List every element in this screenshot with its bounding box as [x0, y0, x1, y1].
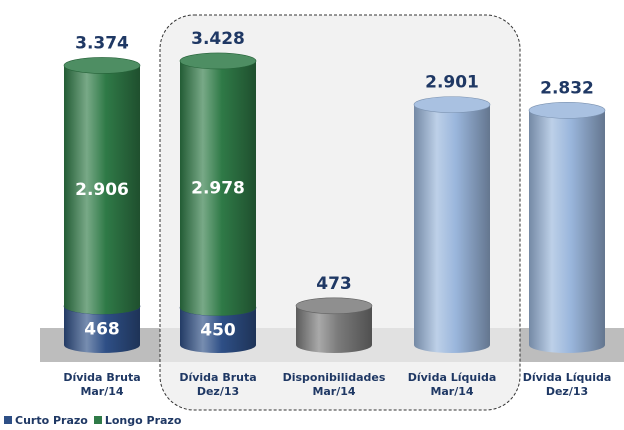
legend-swatch — [4, 416, 12, 424]
cylinder-bar — [63, 57, 141, 315]
cylinder-body — [180, 60, 256, 308]
cylinder-bar — [528, 102, 606, 353]
cylinder-top — [295, 297, 373, 315]
total-label: 3.428 — [191, 29, 245, 49]
cylinder-bar — [295, 297, 373, 353]
x-tick-label: Dívida Bruta Mar/14 — [63, 371, 141, 398]
value-label: 2.906 — [75, 180, 129, 200]
x-tick-label: Disponibilidades Mar/14 — [282, 371, 386, 398]
legend-item: Longo Prazo — [93, 414, 182, 427]
value-label: 468 — [84, 320, 120, 340]
cylinder-top — [179, 52, 257, 70]
cylinder-bar — [413, 96, 491, 353]
legend-label: Curto Prazo — [15, 414, 88, 427]
cylinder-body — [64, 65, 140, 307]
cylinder-body — [414, 104, 490, 345]
cylinder-top — [63, 57, 141, 74]
cylinder-top — [528, 102, 606, 119]
value-label: 2.832 — [540, 78, 594, 98]
cylinder-body — [529, 110, 605, 345]
value-label: 473 — [316, 274, 352, 294]
legend: Curto Prazo Longo Prazo — [4, 414, 181, 427]
value-label: 450 — [200, 320, 236, 340]
x-tick-label: Dívida Líquida Dez/13 — [522, 371, 612, 398]
legend-item: Curto Prazo — [4, 414, 88, 427]
x-tick-label: Dívida Bruta Dez/13 — [179, 371, 257, 398]
value-label: 2.901 — [425, 73, 479, 93]
legend-swatch — [93, 416, 102, 424]
cylinder-top — [413, 96, 491, 113]
x-tick-label: Dívida Líquida Mar/14 — [407, 371, 497, 398]
total-label: 3.374 — [75, 33, 129, 53]
value-label: 2.978 — [191, 178, 245, 198]
legend-label: Longo Prazo — [104, 414, 182, 427]
cylinder-bar — [179, 52, 257, 316]
